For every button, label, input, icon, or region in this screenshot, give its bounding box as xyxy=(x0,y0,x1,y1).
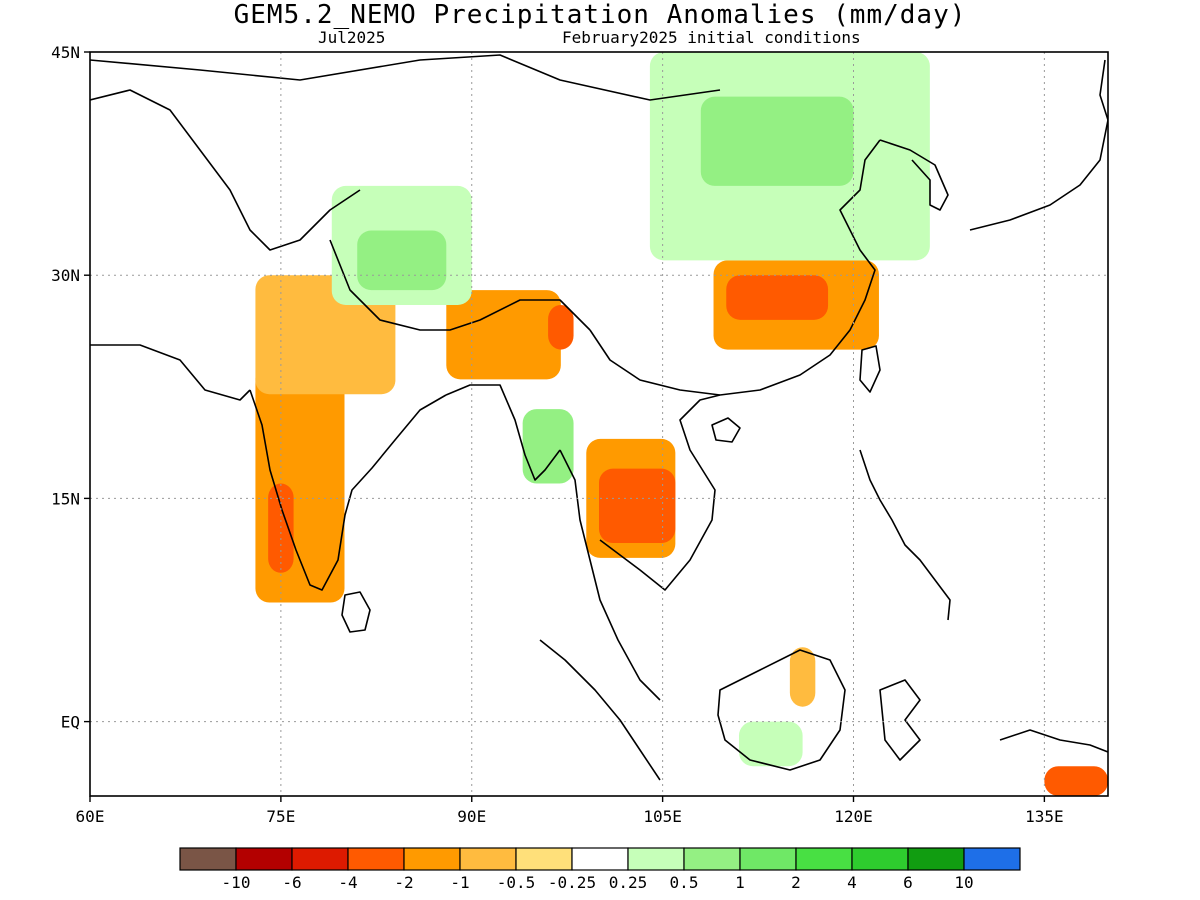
colorbar-swatch xyxy=(739,847,797,871)
anomaly-region-10 xyxy=(1044,766,1108,796)
colorbar-swatch xyxy=(571,847,629,871)
anomaly-region-0 xyxy=(255,364,345,603)
colorbar-swatch xyxy=(459,847,517,871)
colorbar-label: 10 xyxy=(954,873,973,892)
colorbar-swatch xyxy=(963,847,1021,871)
colorbar-label: -0.25 xyxy=(548,873,596,892)
colorbar-label: 1 xyxy=(735,873,745,892)
colorbar-swatch xyxy=(851,847,909,871)
colorbar-swatch xyxy=(627,847,685,871)
subtitle-initial-conditions: February2025 initial conditions xyxy=(562,28,861,47)
colorbar-label: -10 xyxy=(222,873,251,892)
anomaly-region-16 xyxy=(738,721,803,767)
anomaly-region-8 xyxy=(599,468,676,544)
anomaly-region-4 xyxy=(548,304,574,350)
anomaly-region-1 xyxy=(255,275,396,395)
coast-korea xyxy=(879,139,949,211)
axis-ticks: 60E 75E 90E 105E 120E 135E 45N 30N 15N EQ xyxy=(51,43,1064,826)
lon-tick-label: 90E xyxy=(457,807,486,826)
coastline-layer xyxy=(90,54,1108,781)
colorbar-label: -4 xyxy=(338,873,357,892)
island-srilanka xyxy=(341,591,371,633)
border-northwest xyxy=(90,89,361,251)
colorbar-swatch xyxy=(347,847,405,871)
island-sulawesi xyxy=(879,679,921,761)
grid-layer xyxy=(90,52,1108,796)
anomaly-region-15 xyxy=(700,96,854,186)
colorbar-label: -1 xyxy=(450,873,469,892)
lon-tick-label: 105E xyxy=(643,807,682,826)
coast-indochina xyxy=(559,449,661,701)
colorbar-label: 0.25 xyxy=(609,873,648,892)
lat-tick-label: 30N xyxy=(51,266,80,285)
colorbar: -10 -6 -4 -2 -1 -0.5 -0.25 0.25 0.5 1 2 4 6 10 xyxy=(179,847,1021,892)
colorbar-swatch xyxy=(683,847,741,871)
colorbar-label: 4 xyxy=(847,873,857,892)
anomaly-region-6 xyxy=(726,275,829,320)
lat-tick-label: 15N xyxy=(51,489,80,508)
coast-south-china xyxy=(719,139,881,396)
colorbar-label: -6 xyxy=(282,873,301,892)
island-borneo xyxy=(717,649,846,771)
colorbar-swatch xyxy=(795,847,853,871)
lat-tick-label: 45N xyxy=(51,43,80,62)
border-pakistan xyxy=(90,344,251,401)
anomaly-layer xyxy=(255,52,1108,796)
colorbar-label: 2 xyxy=(791,873,801,892)
border-china-north xyxy=(90,54,721,101)
lon-tick-label: 120E xyxy=(834,807,873,826)
map-frame xyxy=(89,51,1109,797)
island-luzon xyxy=(859,449,951,621)
subtitle-month: Jul2025 xyxy=(318,28,386,47)
coast-bay-of-bengal xyxy=(445,384,561,481)
colorbar-swatch xyxy=(179,847,237,871)
anomaly-region-2 xyxy=(268,483,294,573)
island-new-guinea xyxy=(999,729,1108,753)
coast-india xyxy=(249,389,447,591)
colorbar-label: -0.5 xyxy=(497,873,536,892)
island-sumatra xyxy=(539,639,661,781)
colorbar-swatch xyxy=(515,847,573,871)
island-taiwan xyxy=(859,345,881,393)
lon-tick-label: 135E xyxy=(1025,807,1064,826)
colorbar-swatch xyxy=(403,847,461,871)
colorbar-swatch xyxy=(291,847,349,871)
coast-japan xyxy=(969,59,1108,231)
lon-tick-label: 60E xyxy=(76,807,105,826)
colorbar-label: 0.5 xyxy=(670,873,699,892)
anomaly-region-3 xyxy=(446,290,561,380)
island-hainan xyxy=(711,417,741,443)
chart-title: GEM5.2_NEMO Precipitation Anomalies (mm/… xyxy=(233,0,967,30)
anomaly-region-9 xyxy=(789,647,816,707)
anomaly-region-13 xyxy=(522,409,574,484)
border-himalaya xyxy=(329,239,591,331)
colorbar-swatch xyxy=(907,847,965,871)
lat-tick-label: EQ xyxy=(61,713,80,732)
colorbar-label: 6 xyxy=(903,873,913,892)
coast-vietnam xyxy=(599,394,721,591)
border-se-asia xyxy=(589,329,721,396)
colorbar-label: -2 xyxy=(394,873,413,892)
lon-tick-label: 75E xyxy=(266,807,295,826)
anomaly-region-12 xyxy=(357,230,447,291)
colorbar-swatch xyxy=(235,847,293,871)
